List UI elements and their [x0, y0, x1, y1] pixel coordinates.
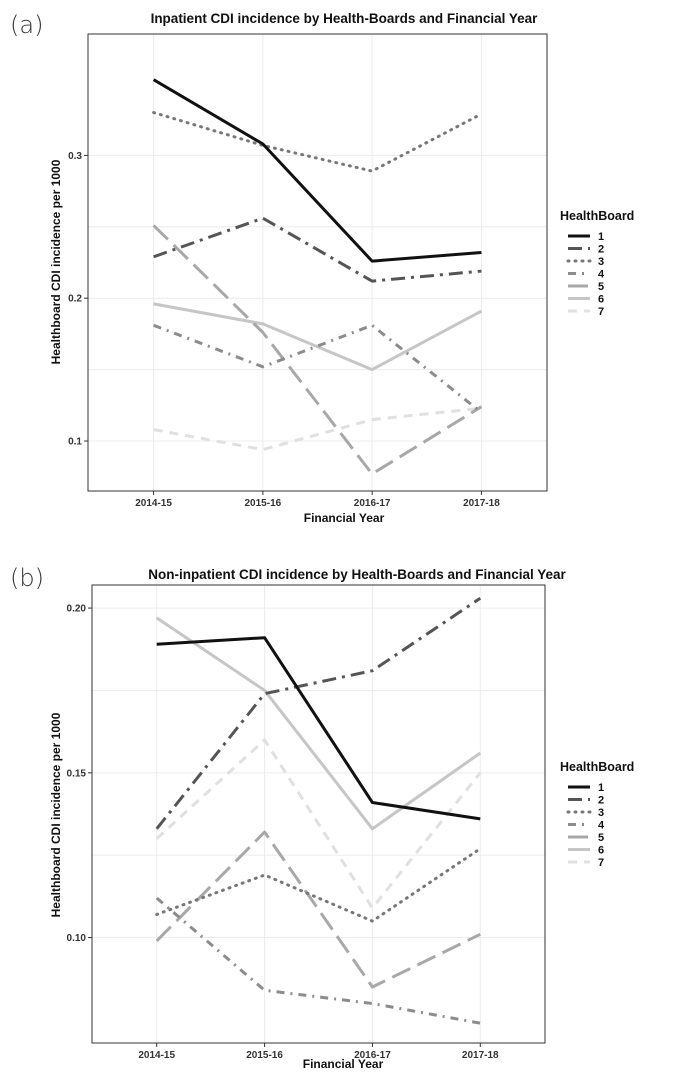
chart-panel-b: (b) Non-inpatient CDI incidence by Healt… — [10, 564, 634, 1071]
series-line-7 — [155, 738, 482, 910]
series-line-6 — [155, 616, 482, 831]
y-tick-label: 0.1 — [68, 437, 82, 448]
x-axis-title: Financial Year — [304, 511, 385, 525]
y-tick-label: 0.10 — [67, 933, 87, 944]
chart-title: Non-inpatient CDI incidence by Health-Bo… — [148, 567, 566, 582]
panel-label: (a) — [10, 11, 43, 39]
series-line-5 — [152, 224, 483, 476]
legend-label-7: 7 — [598, 857, 604, 869]
y-axis-ticks: 0.1 0.2 0.3 — [68, 151, 88, 448]
legend-label-6: 6 — [598, 294, 604, 306]
x-tick-label: 2014-15 — [135, 498, 172, 509]
x-tick-label: 2017-18 — [463, 498, 500, 509]
panel-label: (b) — [10, 564, 44, 592]
legend-label-6: 6 — [598, 845, 604, 857]
plot-frame — [91, 584, 546, 1044]
series-lines — [152, 78, 483, 476]
chart-panel-a: (a) Inpatient CDI incidence by Health-Bo… — [10, 11, 634, 525]
y-tick-label: 0.20 — [67, 604, 87, 615]
x-tick-label: 2017-18 — [462, 1050, 499, 1061]
series-line-5 — [155, 830, 481, 989]
gridlines — [92, 585, 545, 1043]
series-line-1 — [156, 636, 481, 821]
series-line-6 — [153, 302, 483, 372]
x-axis-ticks: 2014-15 2015-16 2016-17 2017-18 — [135, 491, 500, 509]
y-tick-label: 0.15 — [67, 768, 87, 779]
x-axis-ticks: 2014-15 2015-16 2016-17 2017-18 — [138, 1043, 499, 1061]
legend-label-3: 3 — [598, 256, 604, 268]
plot-frame — [87, 33, 548, 492]
series-line-2 — [155, 596, 482, 830]
legend-label-5: 5 — [598, 832, 604, 844]
x-tick-label: 2016-17 — [354, 498, 391, 509]
x-tick-label: 2015-16 — [245, 498, 282, 509]
legend-label-1: 1 — [598, 231, 604, 243]
y-tick-label: 0.3 — [68, 151, 82, 162]
series-line-4 — [153, 323, 483, 414]
x-tick-label: 2016-17 — [354, 1050, 391, 1061]
series-lines — [155, 596, 482, 1025]
legend-label-1: 1 — [598, 782, 604, 794]
series-line-3 — [155, 847, 482, 923]
legend-label-7: 7 — [598, 306, 604, 318]
legend-label-4: 4 — [598, 269, 605, 281]
legend-label-3: 3 — [598, 807, 604, 819]
y-axis-title: Healthboard CDI incidence per 1000 — [49, 159, 63, 364]
y-tick-label: 0.2 — [68, 294, 82, 305]
legend-label-2: 2 — [598, 244, 604, 256]
x-tick-label: 2015-16 — [246, 1050, 283, 1061]
legend-title: HealthBoard — [560, 209, 634, 223]
series-line-3 — [152, 111, 483, 173]
y-axis-title: Healthboard CDI incidence per 1000 — [49, 712, 63, 917]
series-line-4 — [155, 896, 481, 1025]
legend-title: HealthBoard — [560, 760, 634, 774]
gridlines — [88, 34, 547, 491]
x-tick-label: 2014-15 — [138, 1050, 175, 1061]
series-line-2 — [153, 216, 482, 283]
series-line-7 — [153, 406, 482, 452]
y-axis-ticks: 0.10 0.15 0.20 — [67, 604, 92, 944]
x-axis-title: Financial Year — [303, 1057, 384, 1071]
chart-title: Inpatient CDI incidence by Health-Boards… — [151, 11, 539, 26]
series-line-1 — [152, 78, 482, 263]
legend-label-4: 4 — [598, 820, 605, 832]
legend-label-5: 5 — [598, 281, 604, 293]
legend-label-2: 2 — [598, 795, 604, 807]
